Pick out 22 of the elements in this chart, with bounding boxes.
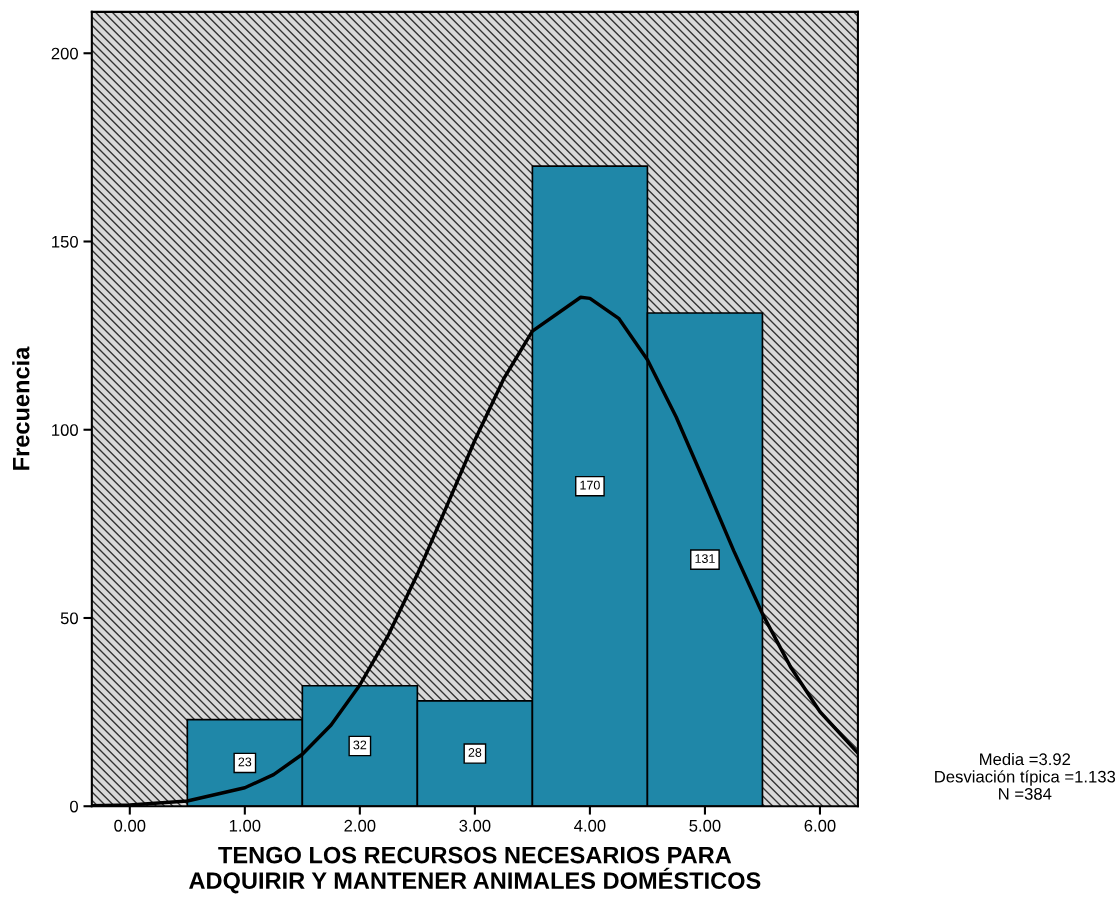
text: N =384 <box>999 787 1052 800</box>
x-tick-label: 1.00 <box>229 819 261 832</box>
x-tick-label: 2.00 <box>344 819 376 832</box>
x-tick-label: 3.00 <box>459 819 491 832</box>
y-tick-label: 150 <box>52 235 78 248</box>
data-label: 32 <box>353 740 367 750</box>
x-tick-label: 4.00 <box>574 819 606 832</box>
y-tick-label: 200 <box>51 47 78 60</box>
x-tick-label: 6.00 <box>804 819 836 832</box>
x-tick-label: 0.00 <box>114 819 146 832</box>
y-tick-label: 50 <box>60 612 78 625</box>
y-tick-label: 0 <box>70 800 78 813</box>
data-label: 170 <box>580 480 600 490</box>
x-tick-label: 5.00 <box>689 819 721 832</box>
y-tick-label: 100 <box>52 424 78 436</box>
text: Desviación típica =1.133 <box>935 770 1116 786</box>
data-label: 28 <box>468 748 482 757</box>
data-label: 131 <box>695 554 715 563</box>
text: Media =3.92 <box>980 752 1071 766</box>
y-axis-title: Frecuencia <box>12 346 30 470</box>
data-label: 23 <box>238 757 252 767</box>
x-axis-title: TENGO LOS RECURSOS NECESARIOS PARA ADQUIRIR Y MANTENER ANIMALES DOMÉSTICOS <box>189 846 761 894</box>
